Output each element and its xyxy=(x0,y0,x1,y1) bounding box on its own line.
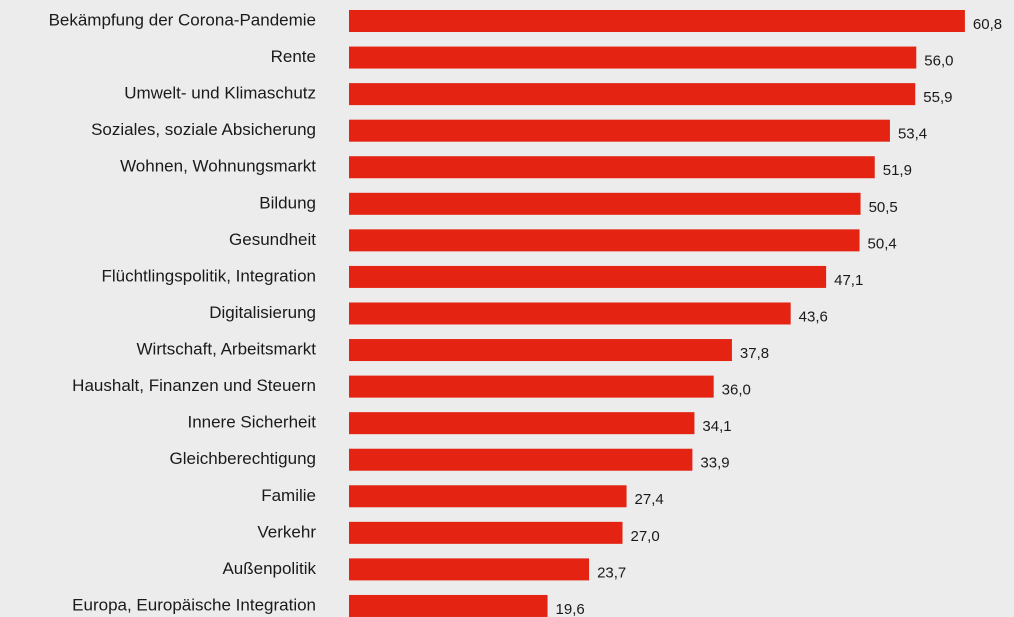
value-label: 55,9 xyxy=(923,89,952,106)
bar xyxy=(349,192,861,215)
value-label: 19,6 xyxy=(556,601,585,617)
category-label: Gleichberechtigung xyxy=(170,449,316,468)
value-label: 36,0 xyxy=(722,382,751,399)
category-label: Gesundheit xyxy=(229,230,316,249)
bar xyxy=(349,156,875,179)
category-label: Familie xyxy=(261,486,316,505)
bar xyxy=(349,229,860,252)
value-label: 34,1 xyxy=(702,418,731,435)
bar xyxy=(349,594,548,617)
bar xyxy=(349,339,732,362)
value-label: 27,0 xyxy=(631,528,660,545)
category-label: Bildung xyxy=(259,193,316,212)
category-label: Wohnen, Wohnungsmarkt xyxy=(120,157,316,176)
value-label: 50,5 xyxy=(869,199,898,216)
value-label: 60,8 xyxy=(973,16,1002,33)
category-label: Wirtschaft, Arbeitsmarkt xyxy=(137,340,317,359)
value-label: 50,4 xyxy=(868,235,897,252)
category-label: Rente xyxy=(271,47,316,66)
category-label: Bekämpfung der Corona-Pandemie xyxy=(49,10,316,29)
category-label: Flüchtlingspolitik, Integration xyxy=(101,266,316,285)
value-label: 56,0 xyxy=(924,53,953,70)
bar xyxy=(349,558,590,581)
category-label: Außenpolitik xyxy=(222,559,316,578)
bar xyxy=(349,448,693,471)
bar xyxy=(349,412,695,435)
category-label: Digitalisierung xyxy=(209,303,316,322)
bar xyxy=(349,119,890,142)
value-label: 37,8 xyxy=(740,345,769,362)
bar xyxy=(349,521,623,544)
category-label: Europa, Europäische Integration xyxy=(72,595,316,614)
value-label: 23,7 xyxy=(597,564,626,581)
bar xyxy=(349,46,917,69)
value-label: 47,1 xyxy=(834,272,863,289)
bar xyxy=(349,302,791,325)
category-label: Innere Sicherheit xyxy=(187,413,316,432)
category-label: Umwelt- und Klimaschutz xyxy=(124,84,316,103)
bar xyxy=(349,265,827,288)
category-label: Verkehr xyxy=(257,522,316,541)
value-label: 27,4 xyxy=(635,491,664,508)
value-label: 33,9 xyxy=(700,455,729,472)
value-label: 43,6 xyxy=(799,308,828,325)
category-label: Soziales, soziale Absicherung xyxy=(91,120,316,139)
bar xyxy=(349,485,627,508)
value-label: 51,9 xyxy=(883,162,912,179)
bar xyxy=(349,83,916,106)
value-label: 53,4 xyxy=(898,126,927,143)
bar xyxy=(349,375,714,398)
bar xyxy=(349,10,965,32)
category-label: Haushalt, Finanzen und Steuern xyxy=(72,376,316,395)
